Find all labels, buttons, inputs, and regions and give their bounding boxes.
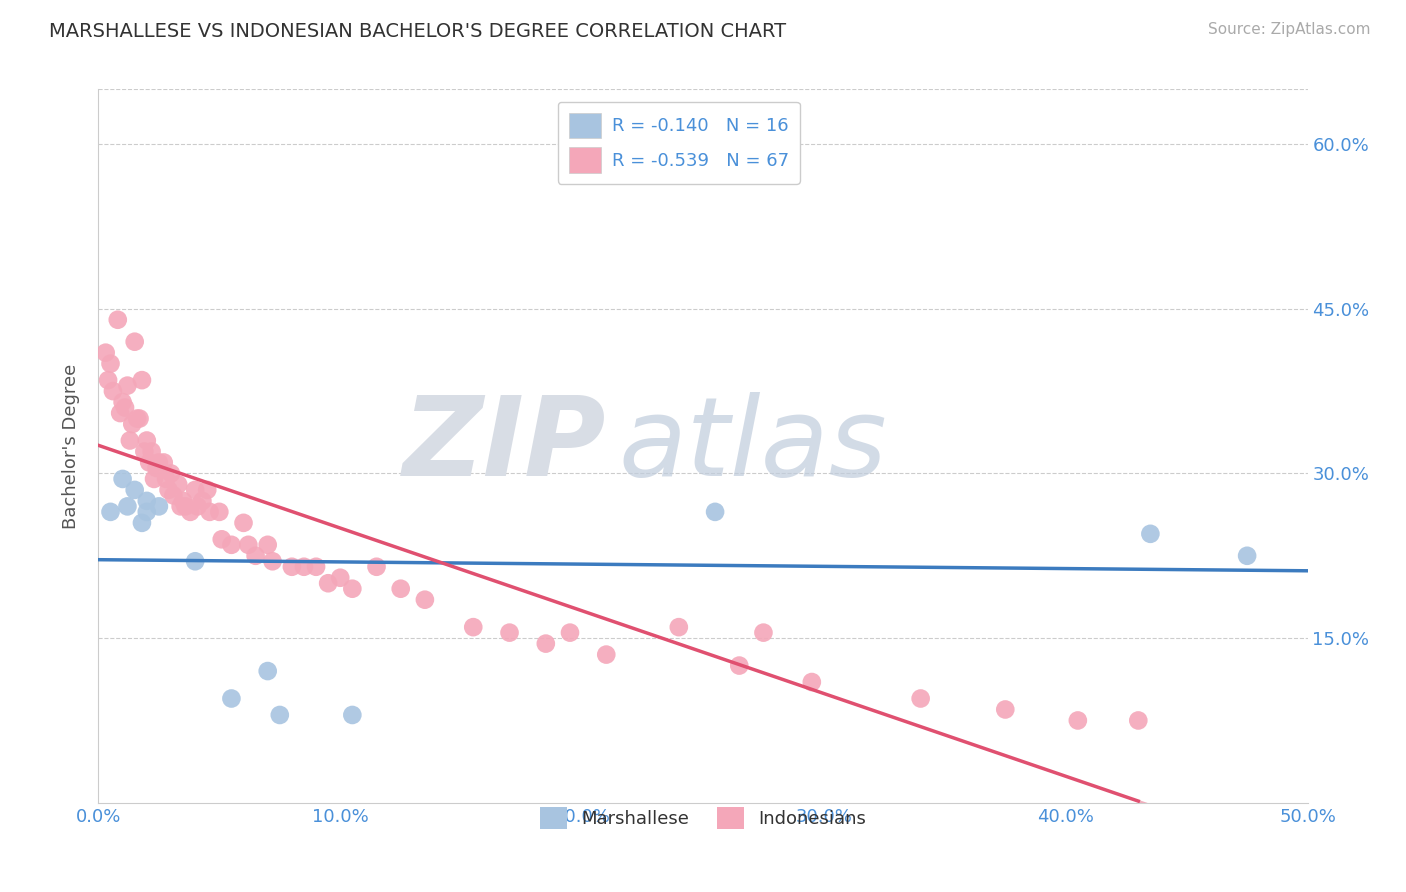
- Point: [1067, 714, 1090, 728]
- Point: [238, 538, 260, 552]
- Point: [124, 483, 146, 497]
- Point: [195, 483, 218, 497]
- Point: [389, 582, 412, 596]
- Point: [131, 373, 153, 387]
- Point: [117, 500, 139, 514]
- Point: [305, 559, 328, 574]
- Point: [97, 373, 120, 387]
- Point: [157, 483, 180, 497]
- Point: [534, 637, 557, 651]
- Point: [1236, 549, 1258, 563]
- Point: [121, 417, 143, 431]
- Point: [128, 411, 150, 425]
- Text: Source: ZipAtlas.com: Source: ZipAtlas.com: [1208, 22, 1371, 37]
- Point: [187, 500, 209, 514]
- Point: [752, 625, 775, 640]
- Point: [342, 582, 364, 596]
- Point: [155, 472, 177, 486]
- Point: [172, 494, 194, 508]
- Point: [262, 554, 284, 568]
- Legend: Marshallese, Indonesians: Marshallese, Indonesians: [533, 800, 873, 837]
- Text: MARSHALLESE VS INDONESIAN BACHELOR'S DEGREE CORRELATION CHART: MARSHALLESE VS INDONESIAN BACHELOR'S DEG…: [49, 22, 786, 41]
- Point: [118, 434, 141, 448]
- Point: [595, 648, 617, 662]
- Point: [221, 691, 243, 706]
- Point: [256, 538, 278, 552]
- Point: [138, 455, 160, 469]
- Point: [221, 538, 243, 552]
- Point: [184, 483, 207, 497]
- Point: [728, 658, 751, 673]
- Point: [256, 664, 278, 678]
- Point: [910, 691, 932, 706]
- Point: [141, 444, 163, 458]
- Point: [704, 505, 727, 519]
- Point: [413, 592, 436, 607]
- Point: [162, 488, 184, 502]
- Text: atlas: atlas: [619, 392, 887, 500]
- Point: [292, 559, 315, 574]
- Point: [994, 702, 1017, 716]
- Point: [211, 533, 233, 547]
- Point: [127, 411, 149, 425]
- Point: [114, 401, 136, 415]
- Point: [558, 625, 581, 640]
- Point: [135, 505, 157, 519]
- Point: [366, 559, 388, 574]
- Point: [145, 461, 167, 475]
- Point: [143, 472, 166, 486]
- Point: [174, 500, 197, 514]
- Point: [100, 505, 122, 519]
- Point: [108, 406, 131, 420]
- Point: [316, 576, 339, 591]
- Y-axis label: Bachelor's Degree: Bachelor's Degree: [62, 363, 80, 529]
- Point: [94, 345, 117, 359]
- Point: [111, 395, 134, 409]
- Point: [107, 312, 129, 326]
- Point: [160, 467, 183, 481]
- Point: [148, 455, 170, 469]
- Point: [668, 620, 690, 634]
- Point: [135, 494, 157, 508]
- Point: [232, 516, 254, 530]
- Point: [117, 378, 139, 392]
- Text: ZIP: ZIP: [402, 392, 606, 500]
- Point: [1128, 714, 1150, 728]
- Point: [198, 505, 221, 519]
- Point: [131, 516, 153, 530]
- Point: [184, 554, 207, 568]
- Point: [191, 494, 214, 508]
- Point: [498, 625, 520, 640]
- Point: [134, 444, 156, 458]
- Point: [800, 675, 823, 690]
- Point: [329, 571, 352, 585]
- Point: [245, 549, 267, 563]
- Point: [169, 500, 191, 514]
- Point: [101, 384, 124, 398]
- Point: [208, 505, 231, 519]
- Point: [148, 500, 170, 514]
- Point: [167, 477, 190, 491]
- Point: [152, 455, 174, 469]
- Point: [135, 434, 157, 448]
- Point: [463, 620, 485, 634]
- Point: [342, 708, 364, 723]
- Point: [1139, 526, 1161, 541]
- Point: [100, 357, 122, 371]
- Point: [179, 505, 201, 519]
- Point: [281, 559, 304, 574]
- Point: [124, 334, 146, 349]
- Point: [111, 472, 134, 486]
- Point: [269, 708, 291, 723]
